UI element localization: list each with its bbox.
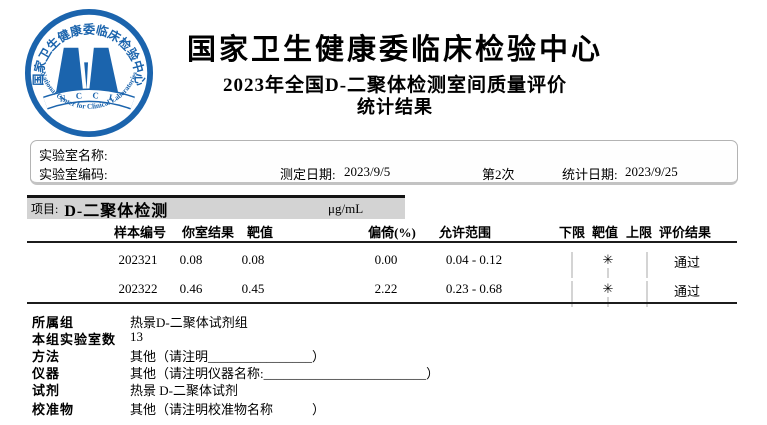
seal-band-text: N C C L [58, 90, 119, 104]
table-top-rule [27, 241, 737, 243]
flask-right-icon [89, 47, 119, 93]
col-lower-limit: 下限 [558, 225, 586, 240]
page-title: 国家卫生健康委临床检验中心 [186, 34, 603, 66]
evaluation-result: 通过 [673, 284, 701, 299]
your-result: 0.08 [179, 252, 203, 267]
table-row: 202321 0.08 0.08 0.00 0.04 - 0.12 ✳ 通过 [27, 247, 737, 278]
reagent-value: 热景 D-二聚体试剂 [130, 383, 238, 398]
sample-id: 202322 [118, 281, 158, 296]
your-result: 0.46 [179, 281, 203, 296]
flask-drop-icon [84, 62, 89, 90]
detail-row-method: 方法 其他（请注明________________） [32, 346, 732, 364]
target-value: 0.45 [241, 281, 265, 296]
detail-row-instrument: 仪器 其他（请注明仪器名称:_________________________） [32, 363, 732, 381]
detail-row-reagent: 试剂 热景 D-二聚体试剂 [32, 380, 732, 398]
result-marker: ✳ [601, 281, 615, 297]
round-badge: 第2次 [482, 167, 515, 182]
detail-row-lab-count: 本组实验室数 13 [32, 329, 732, 347]
instrument-label: 仪器 [32, 366, 61, 381]
limit-line-upper [646, 252, 648, 278]
method-label: 方法 [32, 349, 61, 364]
col-allowed-range: 允许范围 [438, 225, 492, 240]
col-evaluation: 评价结果 [658, 225, 712, 240]
col-bias: 偏倚(%) [368, 225, 416, 240]
project-unit: μg/mL [328, 201, 364, 216]
table-row: 202322 0.46 0.45 2.22 0.23 - 0.68 ✳ 通过 [27, 276, 737, 307]
page-subtitle-line2: 统计结果 [357, 97, 433, 117]
page-subtitle: 2023年全国D-二聚体检测室间质量评价 [222, 75, 568, 96]
bias-value: 2.22 [374, 281, 398, 296]
instrument-value: 其他（请注明仪器名称:_________________________） [130, 366, 440, 381]
test-date-value: 2023/9/5 [344, 164, 391, 179]
results-table-header: 样本编号 你室结果 靶值 偏倚(%) 允许范围 下限 靶值 上限 评价结果 [27, 222, 737, 240]
detail-row-group: 所属组 热景D-二聚体试剂组 [32, 312, 732, 330]
flask-left-icon [56, 47, 84, 93]
limit-line-lower [571, 252, 573, 278]
detail-row-calibrator: 校准物 其他（请注明校准物名称 ） [32, 399, 732, 417]
lab-name-label: 实验室名称: [39, 148, 108, 163]
calibrator-value: 其他（请注明校准物名称 ） [130, 402, 326, 417]
project-label: 项目: [31, 202, 59, 216]
reagent-label: 试剂 [32, 383, 61, 398]
nccl-seal-logo: 国家卫生健康委临床检验中心 N C C L National Center fo… [24, 8, 154, 138]
stat-date-label: 统计日期: [562, 167, 618, 182]
bias-value: 0.00 [374, 252, 398, 267]
sample-id: 202321 [118, 252, 158, 267]
col-target-mark: 靶值 [591, 225, 619, 240]
lab-info-box: 实验室名称: 实验室编码: 测定日期: 2023/9/5 第2次 统计日期: 2… [30, 140, 738, 185]
group-label: 所属组 [32, 315, 75, 330]
col-target: 靶值 [246, 225, 274, 240]
col-upper-limit: 上限 [625, 225, 653, 240]
test-date-label: 测定日期: [280, 167, 336, 182]
lab-count-value: 13 [130, 329, 143, 344]
col-sample-id: 样本编号 [113, 225, 167, 240]
stat-date-value: 2023/9/25 [625, 164, 678, 179]
calibrator-label: 校准物 [32, 402, 75, 417]
table-bottom-rule [27, 302, 737, 304]
target-value: 0.08 [241, 252, 265, 267]
lab-code-label: 实验室编码: [39, 167, 108, 182]
method-value: 其他（请注明________________） [130, 349, 326, 364]
col-your-result: 你室结果 [181, 225, 235, 240]
result-marker: ✳ [601, 252, 615, 268]
group-value: 热景D-二聚体试剂组 [130, 315, 248, 330]
limit-line-lower [571, 281, 573, 307]
allowed-range: 0.04 - 0.12 [445, 252, 503, 267]
evaluation-result: 通过 [673, 255, 701, 270]
seal-band [43, 89, 135, 109]
limit-line-upper [646, 281, 648, 307]
project-name: D-二聚体检测 [64, 202, 169, 220]
allowed-range: 0.23 - 0.68 [445, 281, 503, 296]
project-bar: 项目: D-二聚体检测 μg/mL [27, 195, 405, 220]
lab-count-label: 本组实验室数 [32, 332, 117, 347]
